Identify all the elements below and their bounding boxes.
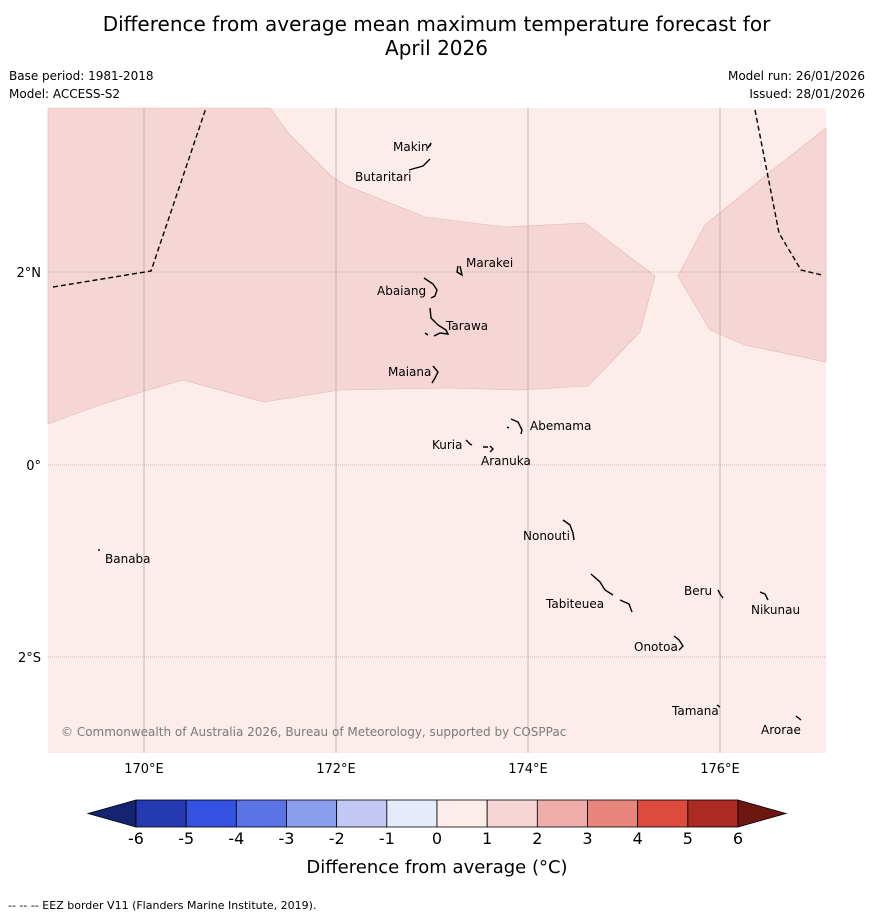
island-arorae <box>795 715 802 721</box>
colorbar-segment <box>235 799 287 828</box>
colorbar-tick-label: -2 <box>329 829 345 848</box>
copyright-notice: © Commonwealth of Australia 2026, Bureau… <box>61 725 566 739</box>
colorbar-tick-label: -5 <box>178 829 194 848</box>
colorbar <box>86 799 788 828</box>
island-maiana <box>431 365 439 384</box>
lat-label-2n: 2°N <box>17 266 42 281</box>
colorbar-segment <box>687 799 739 828</box>
island-abemama <box>506 418 523 435</box>
island-aranuka <box>483 445 494 453</box>
colorbar-tick-label: 6 <box>733 829 743 848</box>
island-makin <box>427 142 432 149</box>
label-onotoa: Onotoa <box>634 640 678 654</box>
colorbar-segment <box>185 799 237 828</box>
label-marakei: Marakei <box>466 256 513 270</box>
colorbar-tick-label: -4 <box>228 829 244 848</box>
colorbar-tick-label: 2 <box>532 829 542 848</box>
colorbar-segment <box>286 799 338 828</box>
axis-labels: 2°N 0° 2°S 170°E 172°E 174°E 176°E <box>17 266 740 777</box>
chart-title-line-2: April 2026 <box>385 36 488 60</box>
lat-label-2s: 2°S <box>18 651 41 666</box>
label-abaiang: Abaiang <box>377 284 426 298</box>
island-kuria <box>465 439 473 446</box>
island-tamana <box>716 704 721 708</box>
label-tamana: Tamana <box>671 704 719 718</box>
colorbar-tick-label: 4 <box>633 829 643 848</box>
island-marakei <box>456 265 464 277</box>
label-maiana: Maiana <box>388 365 431 379</box>
colorbar-segment <box>637 799 689 828</box>
island-tabiteuea <box>590 573 633 613</box>
islands <box>98 142 802 721</box>
base-period: Base period: 1981-2018 <box>9 69 154 83</box>
label-banaba: Banaba <box>105 552 151 566</box>
island-nonouti <box>562 519 575 541</box>
colorbar-tick-label: -3 <box>279 829 295 848</box>
colorbar-extend-high <box>737 799 788 828</box>
island-beru <box>717 589 724 599</box>
colorbar-segment <box>336 799 388 828</box>
label-beru: Beru <box>684 584 712 598</box>
label-aranuka: Aranuka <box>481 454 531 468</box>
lon-label-172e: 172°E <box>316 762 356 777</box>
meta-left: Base period: 1981-2018 Model: ACCESS-S2 <box>9 67 154 103</box>
lon-label-170e: 170°E <box>124 762 164 777</box>
colorbar-segment <box>386 799 438 828</box>
label-kuria: Kuria <box>432 438 463 452</box>
island-abaiang <box>423 277 438 299</box>
colorbar-segment <box>436 799 488 828</box>
colorbar-extend-low <box>86 799 137 828</box>
issued-date: Issued: 28/01/2026 <box>749 87 865 101</box>
colorbar-ticks: -6 -5 -4 -3 -2 -1 0 1 2 3 4 5 6 <box>128 829 743 848</box>
eez-legend-note: -- -- -- EEZ border V11 (Flanders Marine… <box>8 899 317 912</box>
colorbar-tick-label: -1 <box>379 829 395 848</box>
label-tarawa: Tarawa <box>445 319 488 333</box>
label-nonouti: Nonouti <box>523 529 570 543</box>
island-tarawa-west <box>424 332 429 336</box>
meta-right: Model run: 26/01/2026 Issued: 28/01/2026 <box>728 67 865 103</box>
colorbar-tick-label: 5 <box>683 829 693 848</box>
colorbar-segment <box>587 799 639 828</box>
label-butaritari: Butaritari <box>355 170 412 184</box>
island-nikunau <box>759 591 769 601</box>
label-tabiteuea: Tabiteuea <box>545 597 604 611</box>
chart-title-line-1: Difference from average mean maximum tem… <box>102 12 771 36</box>
label-abemama: Abemama <box>530 419 591 433</box>
colorbar-segment <box>135 799 187 828</box>
label-nikunau: Nikunau <box>751 603 800 617</box>
island-onotoa <box>673 635 684 651</box>
island-butaritari <box>408 158 431 171</box>
colorbar-tick-label: 0 <box>432 829 442 848</box>
label-arorae: Arorae <box>761 723 801 737</box>
colorbar-tick-label: 3 <box>582 829 592 848</box>
eez-borders <box>52 107 823 288</box>
band-1-2-east <box>677 127 827 363</box>
lon-label-174e: 174°E <box>508 762 548 777</box>
colorbar-segment <box>486 799 538 828</box>
colorbar-segment <box>536 799 588 828</box>
colorbar-label: Difference from average (°C) <box>306 857 567 878</box>
graticule <box>48 108 826 753</box>
colorbar-tick-label: -6 <box>128 829 144 848</box>
lat-label-0: 0° <box>26 459 41 474</box>
band-1-2-west <box>47 107 656 425</box>
model-run: Model run: 26/01/2026 <box>727 69 865 83</box>
label-makin: Makin <box>393 140 429 154</box>
place-labels: Makin Butaritari Marakei Abaiang Tarawa … <box>105 140 801 737</box>
chart-title: Difference from average mean maximum tem… <box>0 12 873 60</box>
lon-label-176e: 176°E <box>700 762 740 777</box>
model-name: Model: ACCESS-S2 <box>9 87 121 101</box>
island-tarawa <box>429 307 450 337</box>
colorbar-tick-label: 1 <box>482 829 492 848</box>
